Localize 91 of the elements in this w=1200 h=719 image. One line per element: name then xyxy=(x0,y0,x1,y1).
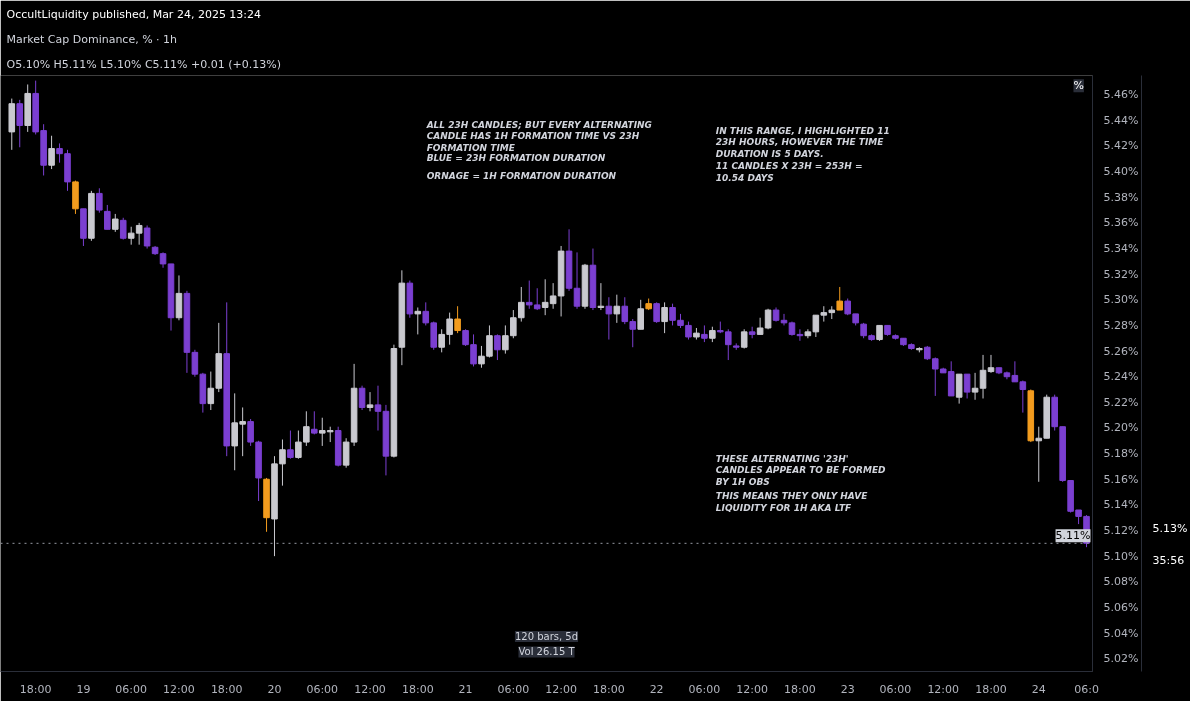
x-tick-label: 12:00 xyxy=(927,682,960,696)
y-tick-label: 5.20% xyxy=(1103,421,1139,435)
y-tick-label: 5.10% xyxy=(1103,549,1139,563)
text: OccultLiquidity published, Mar 24, 2025 13:24 xyxy=(6,7,262,21)
candlestick xyxy=(573,251,581,310)
annotation: IN THIS RANGE, I HIGHLIGHTED 11 23H HOURS, HOWEVER THE TIME DURATION IS 5 DAYS. xyxy=(715,125,890,159)
y-tick-label: 5.34% xyxy=(1103,242,1139,256)
y-tick-label: 5.36% xyxy=(1103,216,1139,230)
annotation: THIS MEANS THEY ONLY HAVE LIQUIDITY FOR 1H AKA LTF xyxy=(715,491,869,513)
x-tick-label: 20 xyxy=(267,682,282,696)
y-tick-label: 5.02% xyxy=(1103,652,1139,666)
candlestick xyxy=(48,135,55,170)
candlestick xyxy=(605,296,613,341)
candlestick xyxy=(963,373,971,399)
y-tick-label: 5.04% xyxy=(1103,626,1139,640)
text: 5.13% xyxy=(1152,522,1188,536)
annotation: 120 bars, 5d xyxy=(514,631,579,642)
x-tick-label: 06:00 xyxy=(497,682,530,696)
y-tick-label: 5.38% xyxy=(1103,190,1139,204)
y-tick-label: 5.16% xyxy=(1103,472,1139,486)
annotation: BLUE = 23H FORMATION DURATION xyxy=(426,152,606,163)
x-tick-label: 06:00 xyxy=(115,682,148,696)
candlestick xyxy=(374,385,382,432)
candlestick xyxy=(955,373,963,405)
text: 35:56 xyxy=(1152,554,1185,568)
y-tick-label: 5.08% xyxy=(1103,575,1139,589)
candlestick xyxy=(119,217,127,241)
chart-title: Market Cap Dominance, % · 1h xyxy=(6,32,178,46)
annotation: Vol 26.15 T xyxy=(518,646,576,658)
y-tick-label: 5.42% xyxy=(1103,139,1139,153)
x-tick-label: 12:00 xyxy=(354,682,386,696)
annotation: ALL 23H CANDLES; BUT EVERY ALTERNATING CANDLE HAS 1H FORMATION TIME VS 23H FORMATION TIME xyxy=(425,119,653,153)
candlestick xyxy=(366,391,374,412)
candlestick xyxy=(613,294,621,324)
x-tick-label: 12:00 xyxy=(163,682,195,696)
x-tick-label: 23 xyxy=(840,682,855,696)
candlestick xyxy=(16,99,24,148)
y-tick-label: 5.30% xyxy=(1103,293,1139,307)
x-tick-label: 12:00 xyxy=(545,682,577,696)
y-tick-label: 5.46% xyxy=(1103,88,1139,102)
x-tick-label: 21 xyxy=(458,682,473,696)
x-tick-label: 18:00 xyxy=(19,682,52,696)
x-tick-label: 12:00 xyxy=(736,682,769,696)
candlestick xyxy=(287,430,294,460)
y-tick-label: 5.06% xyxy=(1103,600,1139,614)
candlestick xyxy=(207,371,215,411)
x-tick-label: 18:00 xyxy=(975,682,1007,696)
candlestick xyxy=(740,328,748,350)
y-tick-label: 5.24% xyxy=(1103,370,1139,384)
x-tick-label: 06:00 xyxy=(879,682,912,696)
candlestick xyxy=(661,301,668,334)
x-tick-label: 24 xyxy=(1031,682,1046,696)
chart-subtitle: O5.10% H5.11% L5.10% C5.11% +0.01 (+0.13%) xyxy=(6,57,281,71)
y-tick-label: 5.32% xyxy=(1103,267,1139,281)
candlestick xyxy=(454,305,461,334)
candlestick xyxy=(494,333,501,361)
candlestick xyxy=(358,385,366,411)
x-tick-label: 18:00 xyxy=(210,682,243,696)
candlestick xyxy=(987,354,995,374)
y-tick-label: 5.18% xyxy=(1103,447,1139,461)
candlestick xyxy=(653,301,660,324)
candlestick xyxy=(104,204,111,230)
annotation: % xyxy=(1073,79,1084,93)
x-tick-label: 22 xyxy=(649,682,664,696)
x-tick-label: 19 xyxy=(76,682,91,696)
annotation: ORNAGE = 1H FORMATION DURATION xyxy=(426,170,617,181)
x-tick-label: 06:00 xyxy=(688,682,721,696)
candlestick xyxy=(780,313,788,326)
y-tick-label: 5.12% xyxy=(1103,524,1139,538)
ref-line-label: 5.11% xyxy=(1055,529,1091,543)
x-tick-label: 18:00 xyxy=(401,682,434,696)
candlestick xyxy=(637,299,644,330)
x-tick-label: 18:00 xyxy=(784,682,816,696)
annotation: THESE ALTERNATING '23H' CANDLES APPEAR TO BE FORMED BY 1H OBS xyxy=(715,453,887,487)
x-tick-label: 18:00 xyxy=(593,682,625,696)
candlestick xyxy=(1019,380,1027,414)
candlestick xyxy=(1035,426,1043,483)
y-tick-label: 5.26% xyxy=(1103,344,1139,358)
x-tick-label: 06:00 xyxy=(306,682,339,696)
candlestick xyxy=(414,306,422,335)
candlestick xyxy=(96,187,103,214)
x-tick-label: 06:0 xyxy=(1074,682,1099,696)
candlestick xyxy=(836,286,844,311)
y-tick-label: 5.14% xyxy=(1103,498,1139,512)
y-tick-label: 5.40% xyxy=(1103,165,1139,179)
annotation: 11 CANDLES X 23H = 253H = 10.54 DAYS xyxy=(715,161,863,183)
y-tick-label: 5.22% xyxy=(1103,395,1139,409)
y-tick-label: 5.28% xyxy=(1103,318,1139,332)
candlestick xyxy=(597,282,605,311)
y-tick-label: 5.44% xyxy=(1103,113,1139,127)
candlestick xyxy=(143,224,151,250)
